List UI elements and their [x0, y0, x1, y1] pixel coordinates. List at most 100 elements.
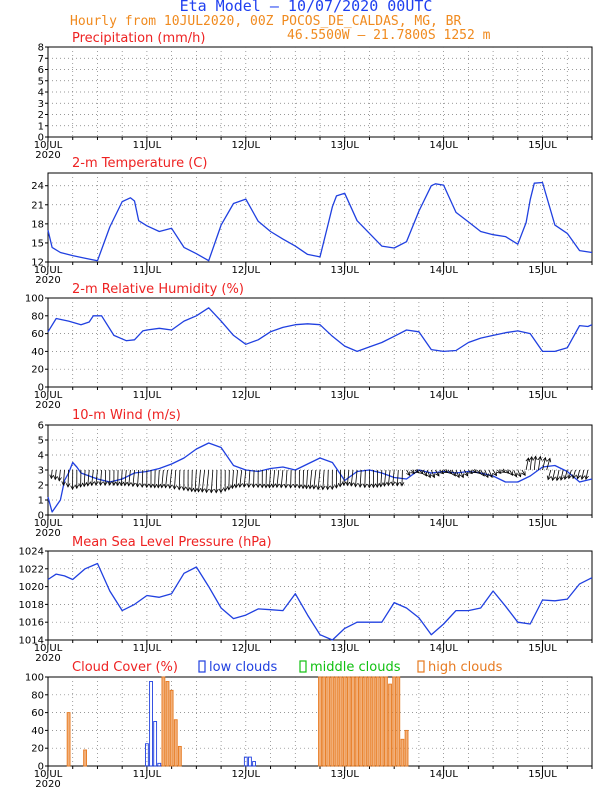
wind-arrow-head [49, 474, 54, 480]
wind-arrow [272, 469, 276, 488]
wind-arrow-head [107, 481, 112, 486]
cloud-title: Cloud Cover (%) [72, 660, 178, 675]
mslp-ytick-label: 1016 [19, 618, 44, 629]
wind-arrow [529, 456, 533, 471]
wind-arrow-head [159, 483, 165, 489]
wind-arrow-head [584, 475, 589, 480]
wind-arrow [243, 469, 247, 487]
wind-arrow-head [580, 475, 585, 480]
cloud-ytick-label: 80 [31, 690, 44, 701]
precip-ytick-label: 8 [38, 43, 44, 54]
wind-arrow-head [172, 485, 177, 490]
cloud-bar-low-clouds [252, 761, 256, 767]
wind-arrow [359, 469, 362, 488]
wind-arrow [62, 469, 65, 486]
cloud-bar-high-clouds [384, 676, 388, 767]
wind-arrow [468, 469, 473, 474]
wind-arrow-head [555, 476, 560, 482]
wind-arrow [285, 469, 288, 488]
wind-arrow [513, 469, 517, 477]
mslp-ytick-label: 1024 [19, 547, 44, 558]
wind-arrow-head [74, 484, 80, 490]
cloud-bar-high-clouds [363, 676, 368, 767]
rh-ytick-label: 100 [25, 294, 44, 305]
wind-arrow-head [230, 484, 235, 490]
cloud-bar-high-clouds [338, 676, 343, 767]
precip-day-label: 12JUL [232, 140, 261, 151]
wind-arrow-head [576, 474, 581, 480]
station-coordinates: 46.5500W — 21.7800S 1252 m [287, 28, 491, 43]
cloud-day-label: 15JUL [528, 769, 557, 780]
wind-arrow-head [571, 474, 577, 480]
wind-arrow-head [559, 476, 564, 481]
wind-arrow [50, 469, 53, 479]
legend-high-clouds-swatch [417, 660, 425, 673]
wind-arrow [392, 469, 395, 486]
wind-arrow [248, 469, 251, 488]
wind-arrow [492, 469, 497, 476]
wind-arrow [447, 469, 452, 474]
wind-arrow [327, 469, 329, 490]
wind-arrow [383, 469, 387, 487]
wind-arrow [484, 469, 489, 478]
wind-arrow-head [337, 482, 343, 488]
wind-ytick-label: 2 [38, 481, 44, 492]
wind-arrow-head [496, 469, 502, 474]
rh-day-label: 11JUL [133, 390, 162, 401]
mslp-day-label: 13JUL [330, 643, 359, 654]
wind-arrow [552, 469, 556, 481]
wind-arrow [215, 469, 218, 493]
cloud-bar-low-clouds [243, 756, 248, 767]
wind-arrow [100, 469, 102, 486]
rh-day-label: 12JUL [232, 390, 261, 401]
wind-arrow-head [551, 476, 556, 482]
cloud-bar-high-clouds [322, 676, 327, 767]
wind-arrow-head [185, 487, 191, 492]
wind-arrow [322, 469, 325, 490]
wind-arrow-head [177, 485, 182, 491]
wind-title: 10-m Wind (m/s) [72, 408, 181, 423]
wind-arrow [161, 469, 164, 488]
rh-year-label: 2020 [35, 400, 60, 411]
wind-arrow-head [533, 455, 538, 461]
temp-day-label: 12JUL [232, 265, 261, 276]
wind-arrow [418, 469, 424, 474]
wind-arrow-head [517, 472, 522, 478]
precip-ytick-label: 3 [38, 99, 44, 110]
wind-arrow-head [367, 483, 372, 489]
cloud-bar-high-clouds [404, 729, 409, 767]
rh-series-line [47, 307, 593, 353]
wind-arrow-head [542, 456, 547, 462]
wind-arrow-head [439, 469, 445, 475]
wind-arrow [406, 469, 411, 476]
cloud-bar-high-clouds [342, 676, 347, 767]
wind-arrow [317, 469, 321, 490]
wind-arrow-head [414, 468, 420, 473]
wind-arrow-head [546, 475, 552, 481]
wind-arrow-head [193, 487, 198, 493]
wind-arrow [194, 469, 197, 492]
rh-day-label: 10JUL [34, 390, 63, 401]
rh-ytick-label: 0 [38, 383, 44, 394]
wind-arrow [546, 458, 551, 471]
cloud-bar-high-clouds [375, 676, 380, 767]
wind-day-label: 12JUL [232, 518, 261, 529]
wind-arrow [169, 469, 173, 489]
wind-arrow [201, 469, 206, 492]
wind-arrow-head [546, 457, 552, 463]
wind-arrow-head [204, 488, 210, 494]
precip-ytick-label: 4 [38, 88, 44, 99]
cloud-bar-high-clouds [83, 749, 87, 767]
wind-arrow [480, 469, 485, 477]
wind-arrow-head [85, 481, 91, 487]
wind-arrow-head [353, 482, 359, 488]
wind-arrow-head [144, 483, 150, 489]
temp-day-label: 15JUL [528, 265, 557, 276]
cloud-bar-high-clouds [346, 676, 351, 767]
wind-arrow-head [61, 481, 66, 486]
wind-arrow [455, 469, 460, 478]
wind-arrow-head [484, 473, 489, 479]
wind-arrow [104, 469, 107, 486]
wind-arrow-head [196, 487, 202, 493]
cloud-bar-high-clouds [379, 676, 384, 767]
